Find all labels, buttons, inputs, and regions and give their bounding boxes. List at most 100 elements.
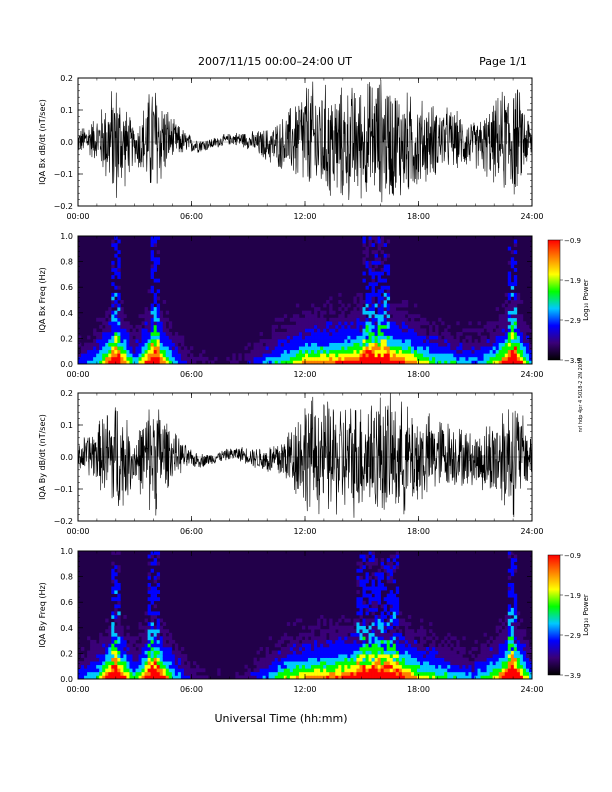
spectrogram-cell bbox=[432, 657, 436, 662]
spectrogram-cell bbox=[353, 639, 357, 644]
spectrogram-cell bbox=[153, 257, 157, 262]
spectrogram-cell bbox=[114, 268, 118, 272]
spectrogram-cell bbox=[350, 632, 354, 637]
spectrogram-cell bbox=[177, 664, 182, 669]
spectrogram-cell bbox=[147, 583, 151, 587]
spectrogram-cell bbox=[295, 335, 300, 340]
spectrogram-cell bbox=[365, 618, 369, 623]
spectrogram-cell bbox=[371, 317, 375, 322]
spectrogram-cell bbox=[286, 657, 291, 662]
spectrogram-cell bbox=[368, 575, 372, 580]
spectrogram-cell bbox=[308, 625, 312, 630]
spectrogram-cell bbox=[153, 643, 157, 648]
spectrogram-cell bbox=[462, 657, 466, 662]
spectrogram-cell bbox=[516, 657, 521, 662]
spectrogram-cell bbox=[404, 321, 409, 326]
spectrogram-cell bbox=[114, 579, 118, 584]
spectrogram-cell bbox=[90, 650, 94, 655]
spectrogram-cell bbox=[392, 664, 397, 669]
spectrogram-cell bbox=[105, 647, 109, 651]
spectrogram-cell bbox=[368, 647, 372, 651]
spectrogram-cell bbox=[153, 324, 157, 329]
spectrogram-cell bbox=[401, 664, 406, 669]
spectrogram-cell bbox=[404, 632, 409, 637]
spectrogram-cell bbox=[453, 657, 457, 662]
spectrogram-cell bbox=[522, 335, 527, 340]
spectrogram-cell bbox=[150, 586, 154, 591]
spectrogram-cell bbox=[87, 353, 91, 358]
spectrogram-cell bbox=[165, 647, 170, 651]
spectrogram-cell bbox=[153, 593, 157, 598]
spectrogram-cell bbox=[498, 356, 503, 361]
spectrogram-cell bbox=[492, 647, 496, 651]
spectrogram-cell bbox=[289, 671, 294, 676]
spectrogram-cell bbox=[510, 654, 515, 658]
spectrogram-cell bbox=[528, 349, 533, 354]
spectrogram-cell bbox=[268, 657, 273, 662]
spectrogram-cell bbox=[383, 629, 388, 634]
spectrogram-cell bbox=[504, 668, 509, 673]
x-tick-label: 00:00 bbox=[66, 212, 89, 221]
spectrogram-cell bbox=[298, 353, 303, 358]
spectrogram-cell bbox=[286, 643, 291, 648]
spectrogram-cell bbox=[389, 593, 394, 598]
spectrogram-cell bbox=[347, 629, 351, 634]
spectrogram-cell bbox=[447, 356, 451, 361]
spectrogram-cell bbox=[374, 360, 378, 365]
spectrogram-cell bbox=[465, 356, 469, 361]
spectrogram-cell bbox=[477, 342, 481, 347]
spectrogram-cell bbox=[99, 335, 103, 340]
spectrogram-cell bbox=[174, 335, 179, 340]
spectrogram-cell bbox=[111, 586, 115, 591]
spectrogram-cell bbox=[96, 675, 100, 680]
spectrogram-cell bbox=[314, 310, 318, 315]
spectrogram-cell bbox=[183, 675, 188, 680]
spectrogram-cell bbox=[147, 572, 151, 577]
spectrogram-cell bbox=[522, 650, 527, 655]
spectrogram-cell bbox=[356, 317, 360, 322]
spectrogram-cell bbox=[129, 636, 133, 641]
spectrogram-cell bbox=[501, 622, 506, 626]
spectrogram-cell bbox=[432, 335, 436, 340]
spectrogram-cell bbox=[347, 328, 351, 333]
spectrogram-cell bbox=[280, 639, 285, 644]
spectrogram-cell bbox=[105, 321, 109, 326]
spectrogram-cell bbox=[513, 239, 518, 244]
spectrogram-cell bbox=[423, 671, 427, 676]
spectrogram-cell bbox=[368, 597, 372, 602]
spectrogram-cell bbox=[141, 314, 145, 319]
spectrogram-cell bbox=[504, 639, 509, 644]
spectrogram-cell bbox=[447, 324, 451, 329]
spectrogram-cell bbox=[102, 650, 106, 655]
spectrogram-cell bbox=[347, 339, 351, 343]
spectrogram-cell bbox=[150, 611, 154, 616]
spectrogram-cell bbox=[320, 636, 324, 641]
spectrogram-cell bbox=[344, 353, 348, 358]
spectrogram-cell bbox=[441, 349, 445, 354]
spectrogram-cell bbox=[144, 661, 148, 666]
spectrogram-cell bbox=[120, 335, 124, 340]
spectrogram-cell bbox=[401, 622, 406, 626]
spectrogram-cell bbox=[356, 303, 360, 308]
spectrogram-cell bbox=[368, 328, 372, 333]
spectrogram-cell bbox=[114, 303, 118, 308]
spectrogram-cell bbox=[386, 593, 391, 598]
spectrogram-cell bbox=[156, 317, 161, 322]
spectrogram-cell bbox=[292, 671, 297, 676]
spectrogram-cell bbox=[429, 356, 433, 361]
spectrogram-cell bbox=[344, 321, 348, 326]
spectrogram-cell bbox=[507, 356, 512, 361]
spectrogram-cell bbox=[510, 317, 515, 322]
spectrogram-cell bbox=[335, 632, 339, 637]
spectrogram-cell bbox=[359, 321, 363, 326]
spectrogram-cell bbox=[308, 332, 312, 336]
spectrogram-cell bbox=[380, 643, 384, 648]
spectrogram-cell bbox=[81, 661, 85, 666]
spectrogram-cell bbox=[159, 639, 164, 644]
spectrogram-cell bbox=[507, 590, 512, 594]
spectrogram-cell bbox=[156, 349, 161, 354]
spectrogram-cell bbox=[114, 590, 118, 594]
spectrogram-cell bbox=[111, 342, 115, 347]
spectrogram-cell bbox=[320, 335, 324, 340]
spectrogram-cell bbox=[326, 346, 330, 351]
